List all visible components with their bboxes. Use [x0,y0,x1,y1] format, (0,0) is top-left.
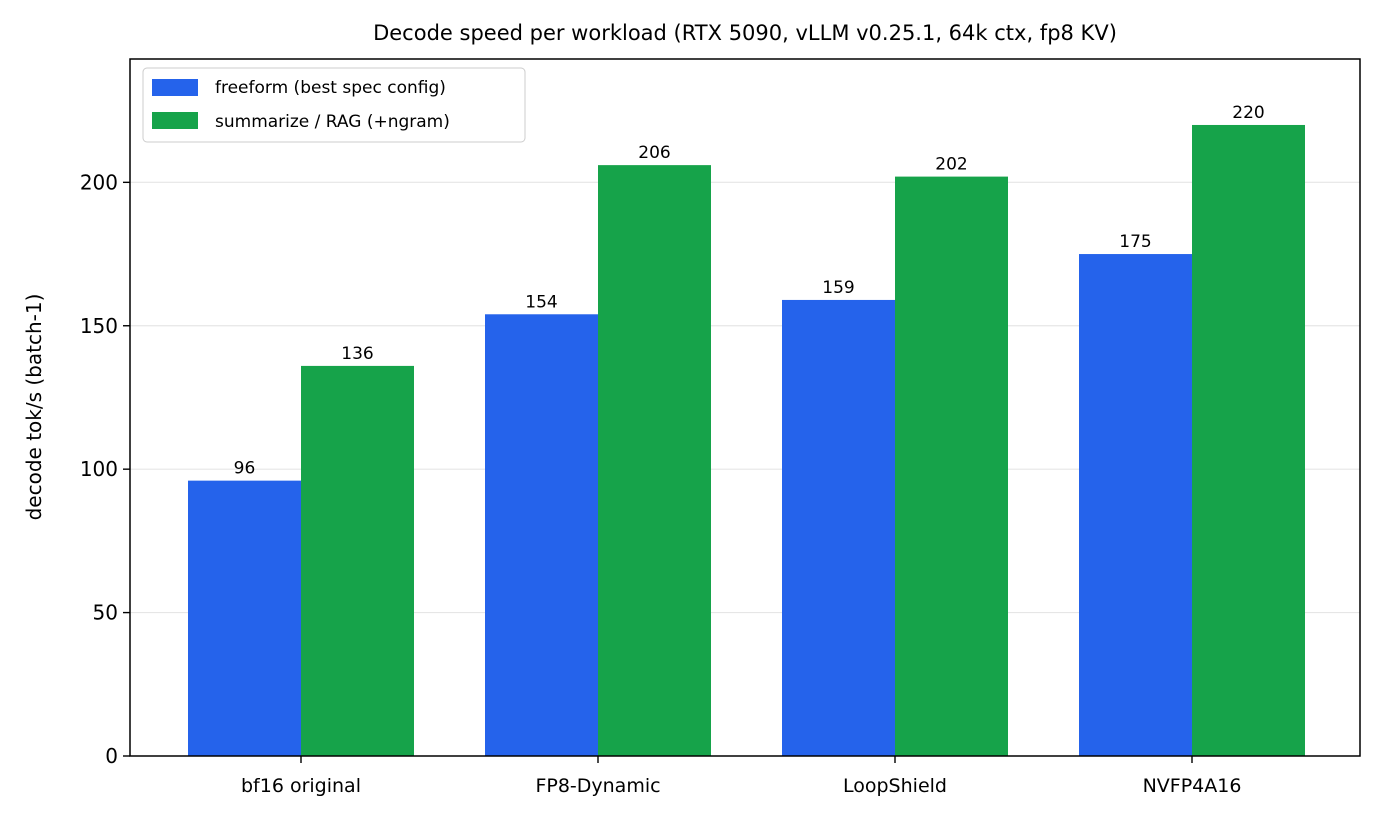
bar-label-loopshield-series-0: 159 [822,278,854,298]
plot-frame [129,58,1361,757]
bar-label-fp8-dynamic-series-0: 154 [525,292,557,312]
bar-label-fp8-dynamic-series-1: 206 [638,143,670,163]
y-axis-label: decode tok/s (batch-1) [22,294,46,521]
bar-bf16-original-series-1 [301,365,414,756]
bar-nvfp4a16-series-0 [1079,254,1192,756]
legend-frame [142,67,526,143]
bar-nvfp4a16-series-1 [1192,124,1305,756]
y-tick-label-150: 150 [80,314,118,338]
bar-fp8-dynamic-series-1 [598,165,711,757]
legend-label-summarize-rag: summarize / RAG (+ngram) [215,112,450,132]
y-tick-label-100: 100 [80,457,118,481]
bar-label-nvfp4a16-series-1: 220 [1232,103,1264,123]
chart-title: Decode speed per workload (RTX 5090, vLL… [373,21,1117,45]
bar-value-labels: 96 136 154 206 159 202 175 220 [234,103,1265,479]
bar-label-nvfp4a16-series-0: 175 [1119,232,1151,252]
legend-label-freeform: freeform (best spec config) [215,78,446,98]
bars [188,124,1305,757]
bar-label-bf16-original-series-0: 96 [234,459,256,479]
y-tick-label-200: 200 [80,170,118,194]
bar-fp8-dynamic-series-0 [485,314,598,756]
bar-bf16-original-series-0 [188,480,301,756]
y-tick-label-0: 0 [105,744,118,768]
x-tick-label-loopshield: LoopShield [843,775,947,797]
bar-loopshield-series-0 [782,299,895,756]
x-tick-label-bf16-original: bf16 original [241,775,361,797]
bar-label-loopshield-series-1: 202 [935,155,967,175]
legend-swatch-freeform [152,79,198,96]
bar-label-bf16-original-series-1: 136 [341,344,373,364]
x-axis: bf16 original FP8-Dynamic LoopShield NVFP4A… [241,756,1241,797]
x-tick-label-fp8-dynamic: FP8-Dynamic [535,775,660,797]
bar-loopshield-series-1 [895,176,1008,756]
legend: freeform (best spec config) summarize / … [142,67,526,143]
y-tick-label-50: 50 [93,601,118,625]
y-axis: 0 50 100 150 200 [80,170,130,768]
x-tick-label-nvfp4a16: NVFP4A16 [1143,775,1242,797]
legend-swatch-summarize-rag [152,112,198,129]
